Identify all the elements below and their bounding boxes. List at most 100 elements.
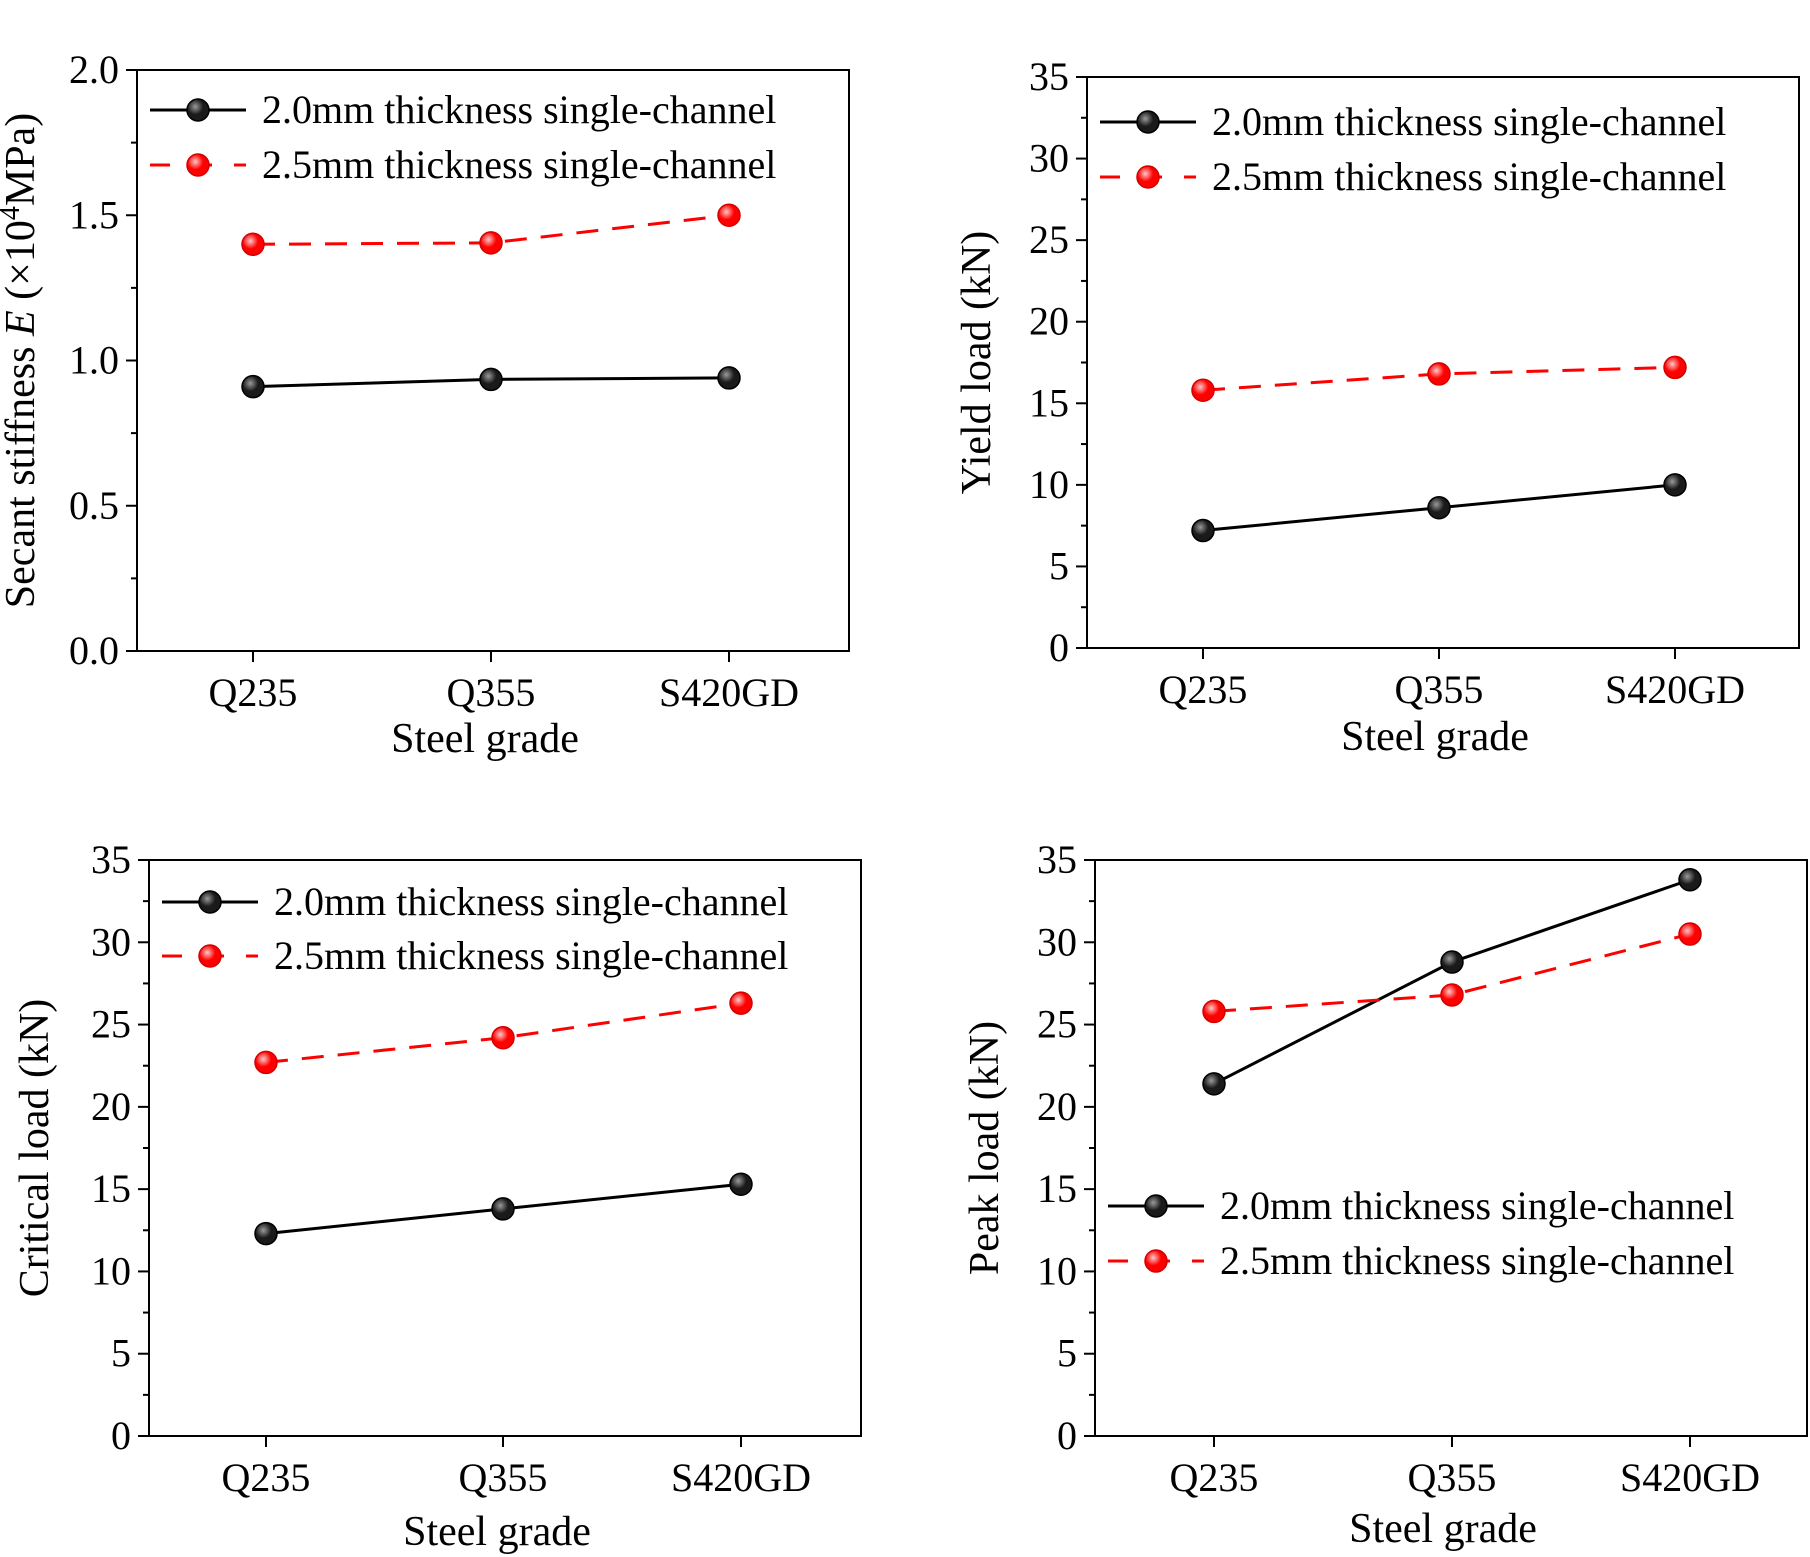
legend-label: 2.0mm thickness single-channel (1220, 1183, 1734, 1228)
y-tick-label: 0.0 (69, 628, 119, 673)
legend-label: 2.0mm thickness single-channel (1212, 99, 1726, 144)
legend-entry-1: 2.0mm thickness single-channel (162, 879, 788, 924)
legend-marker (1136, 110, 1160, 134)
legend-label: 2.5mm thickness single-channel (1212, 154, 1726, 199)
data-point-s2-2 (479, 231, 503, 255)
data-point-s1-3 (729, 1172, 753, 1196)
x-tick-label: Q355 (1395, 667, 1484, 712)
legend-entry-2: 2.5mm thickness single-channel (150, 142, 776, 187)
y-tick-label: 20 (1037, 1084, 1077, 1129)
y-axis-title-sup: 4 (0, 206, 26, 220)
y-axis-title: Secant stiffness E (×104MPa) (0, 113, 44, 608)
data-point-s1-2 (491, 1197, 515, 1221)
data-point-s2-1 (241, 232, 265, 257)
chart-panel-3: 0 5 10 15 20 25 30 35 Q235 Q355 S420GD Steel grade C… (12, 837, 862, 1555)
legend-entry-2: 2.5mm thickness single-channel (1108, 1238, 1734, 1283)
y-tick-label: 35 (1029, 54, 1069, 99)
x-axis-title: Steel grade (1349, 1506, 1537, 1552)
data-point-s2-3 (717, 203, 741, 227)
y-tick-label: 30 (1037, 919, 1077, 964)
data-point-s2-3 (1678, 922, 1702, 946)
legend-entry-2: 2.5mm thickness single-channel (162, 933, 788, 978)
legend-label: 2.5mm thickness single-channel (274, 933, 788, 978)
y-tick-label: 2.0 (69, 47, 119, 92)
y-tick-label: 25 (91, 1002, 131, 1047)
data-point-s1-3 (1663, 473, 1687, 497)
x-axis-title: Steel grade (391, 716, 579, 762)
data-point-s2-2 (1440, 983, 1464, 1007)
y-axis-title: Yield load (kN) (954, 231, 1000, 495)
legend-entry-2: 2.5mm thickness single-channel (1100, 154, 1726, 199)
chart-panel-4: 0 5 10 15 20 25 30 35 Q235 Q355 S420GD Steel grade P… (962, 837, 1808, 1552)
data-point-s2-2 (491, 1025, 515, 1050)
data-point-s2-1 (254, 1050, 278, 1075)
legend-label: 2.5mm thickness single-channel (1220, 1238, 1734, 1283)
legend-entry-1: 2.0mm thickness single-channel (1100, 99, 1726, 144)
y-tick-label: 0 (1057, 1413, 1077, 1458)
data-point-s1-3 (717, 366, 741, 390)
y-tick-label: 20 (1029, 299, 1069, 344)
y-axis-title-italic: E (0, 310, 44, 337)
y-axis-title-prefix: Secant stiffness (0, 336, 44, 608)
data-point-s2-3 (1663, 355, 1687, 380)
y-tick-label: 35 (91, 837, 131, 882)
x-axis-title: Steel grade (403, 1509, 591, 1555)
x-axis-title: Steel grade (1341, 714, 1529, 760)
x-tick-label: Q235 (1170, 1455, 1259, 1500)
data-point-s1-1 (1191, 518, 1215, 543)
data-point-s1-2 (1427, 495, 1451, 520)
data-point-s2-2 (1427, 362, 1451, 386)
x-tick-label: S420GD (1605, 667, 1745, 712)
legend-label: 2.0mm thickness single-channel (262, 87, 776, 132)
x-tick-label: S420GD (659, 670, 799, 715)
legend-marker (1136, 165, 1160, 189)
data-point-s1-1 (254, 1221, 278, 1246)
legend-marker (186, 153, 210, 177)
y-tick-label: 25 (1029, 217, 1069, 262)
x-tick-label: Q355 (447, 670, 536, 715)
y-tick-label: 30 (1029, 136, 1069, 181)
data-point-s1-1 (241, 374, 265, 399)
x-tick-label: Q355 (459, 1455, 548, 1500)
y-axis-title-middle: (×10 (0, 220, 44, 310)
legend-marker (1144, 1194, 1168, 1218)
y-tick-label: 35 (1037, 837, 1077, 882)
series-line-2 (1213, 932, 1691, 1013)
y-tick-label: 20 (91, 1084, 131, 1129)
y-tick-label: 5 (1057, 1331, 1077, 1376)
y-tick-label: 15 (1029, 380, 1069, 425)
legend-marker (186, 98, 210, 122)
y-tick-label: 10 (91, 1248, 131, 1293)
data-point-s1-2 (479, 367, 503, 392)
legend-marker (1144, 1249, 1168, 1273)
legend-entry-1: 2.0mm thickness single-channel (150, 87, 776, 132)
y-axis-title: Critical load (kN) (12, 999, 58, 1298)
data-point-s1-3 (1678, 867, 1702, 892)
y-tick-label: 1.5 (69, 192, 119, 237)
y-tick-label: 1.0 (69, 338, 119, 383)
data-point-s1-1 (1202, 1072, 1226, 1096)
chart-panel-2: 0 5 10 15 20 25 30 35 Q235 Q355 S420GD Steel grade Y… (954, 54, 1800, 760)
legend-marker (198, 944, 222, 968)
legend-label: 2.0mm thickness single-channel (274, 879, 788, 924)
y-tick-label: 5 (111, 1331, 131, 1376)
series-line-2 (252, 213, 730, 246)
legend-marker (198, 890, 222, 914)
y-tick-label: 0 (111, 1413, 131, 1458)
series-line-1 (1213, 878, 1691, 1086)
y-axis-title-suffix: MPa) (0, 113, 44, 206)
x-tick-label: Q355 (1408, 1455, 1497, 1500)
legend-label: 2.5mm thickness single-channel (262, 142, 776, 187)
legend-entry-1: 2.0mm thickness single-channel (1108, 1183, 1734, 1228)
x-tick-label: S420GD (1620, 1455, 1760, 1500)
data-point-s2-3 (729, 991, 753, 1015)
x-tick-label: S420GD (671, 1455, 811, 1500)
y-tick-label: 0.5 (69, 483, 119, 528)
data-point-s2-1 (1191, 378, 1215, 402)
data-point-s2-1 (1202, 999, 1226, 1024)
data-point-s1-2 (1440, 950, 1464, 974)
series-line-2 (265, 1001, 742, 1064)
y-tick-label: 15 (1037, 1166, 1077, 1211)
x-tick-label: Q235 (222, 1455, 311, 1500)
